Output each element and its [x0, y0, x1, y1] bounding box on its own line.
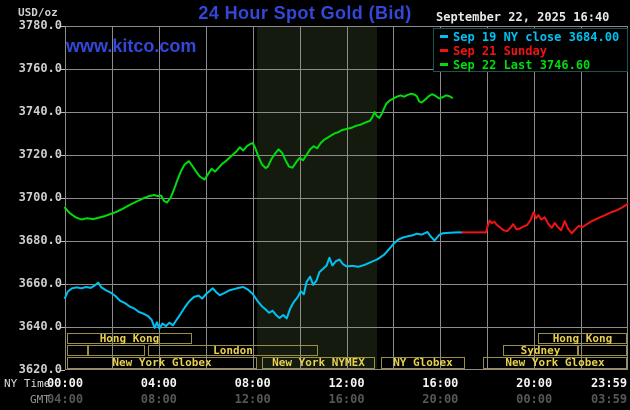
y-tick-label: 3680.0	[18, 233, 62, 247]
price-line-sep-21	[461, 203, 629, 235]
session-box	[578, 345, 627, 356]
y-tick-label: 3640.0	[18, 319, 62, 333]
x-axis-nytime-label: NY Time	[4, 377, 51, 390]
ny-time-tick-label: 16:00	[422, 376, 459, 390]
session-box-new-york-nymex: New York NYMEX	[262, 357, 375, 369]
y-axis-unit-label: USD/oz	[18, 6, 58, 19]
gmt-tick-label: 12:00	[234, 392, 271, 406]
x-axis-gmt-label: GMT	[30, 393, 50, 406]
price-line-sep-22	[64, 92, 454, 221]
y-tick-label: 3620.0	[18, 362, 62, 376]
y-tick-label: 3780.0	[18, 18, 62, 32]
legend-box: Sep 19 NY close 3684.00 Sep 21 Sunday Sep …	[433, 28, 628, 72]
y-tick-label: 3720.0	[18, 147, 62, 161]
session-box-sydney: Sydney	[503, 345, 578, 356]
gmt-tick-label: 08:00	[140, 392, 177, 406]
kitco-watermark-link[interactable]: www.kitco.com	[66, 36, 197, 56]
y-tick-label: 3660.0	[18, 276, 62, 290]
session-box-new-york-globex: New York Globex	[483, 357, 627, 369]
legend-item: Sep 21 Sunday	[438, 44, 627, 58]
session-box-new-york-globex: New York Globex	[67, 357, 257, 369]
session-box-ny-globex: NY Globex	[381, 357, 465, 369]
chart-title: 24 Hour Spot Gold (Bid)	[198, 3, 412, 23]
ny-time-tick-label: 12:00	[328, 376, 365, 390]
ny-time-tick-label: 23:59	[590, 376, 628, 390]
plot-border	[65, 26, 628, 370]
ny-time-tick-label: 08:00	[234, 376, 271, 390]
legend-label: Sep 19 NY close 3684.00	[453, 30, 620, 44]
session-label: NY Globex	[393, 356, 453, 369]
price-line-sep-19	[64, 231, 464, 330]
session-label: Hong Kong	[99, 331, 160, 345]
legend-item: Sep 19 NY close 3684.00	[438, 30, 627, 44]
legend-dash-icon	[440, 35, 448, 38]
ny-time-tick-label: 20:00	[516, 376, 553, 390]
legend-item: Sep 22 Last 3746.60	[438, 58, 627, 72]
gmt-tick-label: 00:00	[516, 392, 553, 406]
legend-label: Sep 22 Last 3746.60	[453, 58, 591, 72]
chart-date-time: September 22, 2025 16:40	[436, 10, 610, 24]
session-label: New York Globex	[505, 356, 605, 369]
session-label: Hong Kong	[552, 331, 613, 345]
session-box-london: London	[148, 345, 318, 356]
gmt-tick-label: 04:00	[46, 392, 84, 406]
session-box	[67, 345, 88, 356]
gmt-tick-label: 03:59	[590, 392, 628, 406]
legend-dash-icon	[440, 63, 448, 66]
legend-label: Sep 21 Sunday	[453, 44, 547, 58]
y-tick-label: 3700.0	[18, 190, 62, 204]
session-label: New York Globex	[112, 356, 212, 369]
y-tick-label: 3740.0	[18, 104, 62, 118]
session-box-hong-kong: Hong Kong	[538, 333, 627, 344]
gmt-tick-label: 20:00	[422, 392, 459, 406]
y-tick-label: 3760.0	[18, 61, 62, 75]
session-box	[88, 345, 145, 356]
session-label: New York NYMEX	[272, 356, 365, 369]
session-box-hong-kong: Hong Kong	[67, 333, 192, 344]
session-label: London	[213, 343, 253, 357]
ny-time-tick-label: 04:00	[140, 376, 177, 390]
ny-time-tick-label: 00:00	[46, 376, 84, 390]
legend-dash-icon	[440, 49, 448, 52]
gmt-tick-label: 16:00	[328, 392, 365, 406]
session-label: Sydney	[520, 343, 561, 357]
